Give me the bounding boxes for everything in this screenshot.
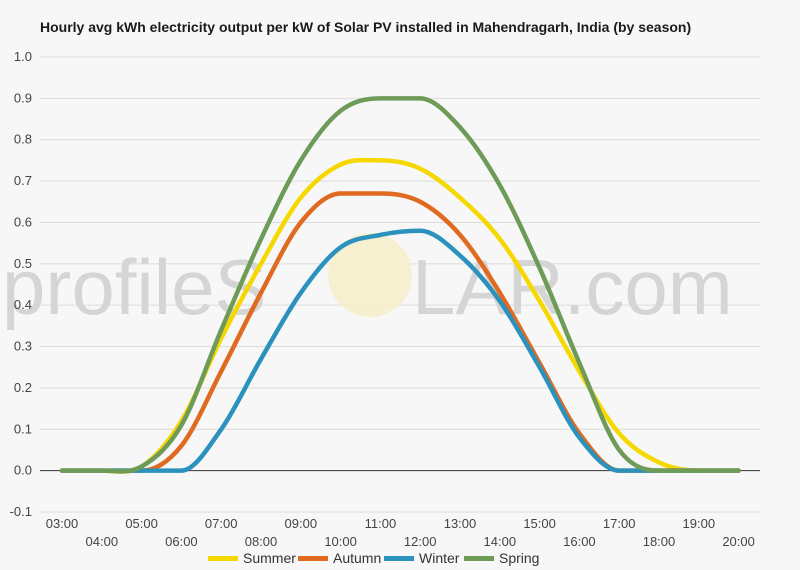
y-tick-label: 0.6 xyxy=(14,214,32,229)
x-tick-label: 04:00 xyxy=(86,534,119,549)
legend-swatch-winter xyxy=(384,556,414,561)
y-tick-label: 0.2 xyxy=(14,380,32,395)
chart-title: Hourly avg kWh electricity output per kW… xyxy=(40,19,692,35)
x-tick-label: 19:00 xyxy=(683,516,716,531)
x-tick-label: 12:00 xyxy=(404,534,437,549)
y-tick-label: 0.5 xyxy=(14,256,32,271)
y-tick-label: 0.3 xyxy=(14,339,32,354)
y-tick-label: 0.8 xyxy=(14,132,32,147)
x-tick-label: 06:00 xyxy=(165,534,198,549)
legend-label-autumn: Autumn xyxy=(333,550,381,566)
watermark-text-left: profileS xyxy=(2,243,266,331)
legend-label-summer: Summer xyxy=(243,550,296,566)
y-tick-label: 0.0 xyxy=(14,463,32,478)
x-tick-label: 13:00 xyxy=(444,516,477,531)
x-tick-label: 08:00 xyxy=(245,534,278,549)
watermark-sun-icon xyxy=(328,233,412,317)
x-tick-label: 05:00 xyxy=(125,516,158,531)
x-tick-label: 11:00 xyxy=(365,516,397,531)
y-tick-label: 0.1 xyxy=(14,421,32,436)
y-tick-label: 0.9 xyxy=(14,90,32,105)
series-lines xyxy=(59,96,741,474)
watermark: profileS LAR.com xyxy=(2,233,733,331)
series-line-spring xyxy=(59,96,741,474)
legend-swatch-spring xyxy=(464,556,494,561)
y-tick-label: -0.1 xyxy=(10,504,32,519)
y-tick-label: 0.4 xyxy=(14,297,32,312)
y-tick-label: 0.7 xyxy=(14,173,32,188)
x-tick-label: 16:00 xyxy=(563,534,596,549)
x-tick-label: 09:00 xyxy=(285,516,318,531)
legend-swatch-autumn xyxy=(298,556,328,561)
x-tick-label: 15:00 xyxy=(523,516,556,531)
x-tick-label: 17:00 xyxy=(603,516,636,531)
x-tick-label: 18:00 xyxy=(643,534,676,549)
x-tick-label: 14:00 xyxy=(484,534,517,549)
series-line-winter xyxy=(59,228,741,473)
x-tick-label: 10:00 xyxy=(324,534,357,549)
legend: Summer Autumn Winter Spring xyxy=(208,550,539,566)
legend-label-spring: Spring xyxy=(499,550,539,566)
x-tick-label: 20:00 xyxy=(722,534,755,549)
y-tick-label: 1.0 xyxy=(14,49,32,64)
x-tick-label: 03:00 xyxy=(46,516,79,531)
legend-label-winter: Winter xyxy=(419,550,460,566)
x-tick-label: 07:00 xyxy=(205,516,238,531)
legend-swatch-summer xyxy=(208,556,238,561)
